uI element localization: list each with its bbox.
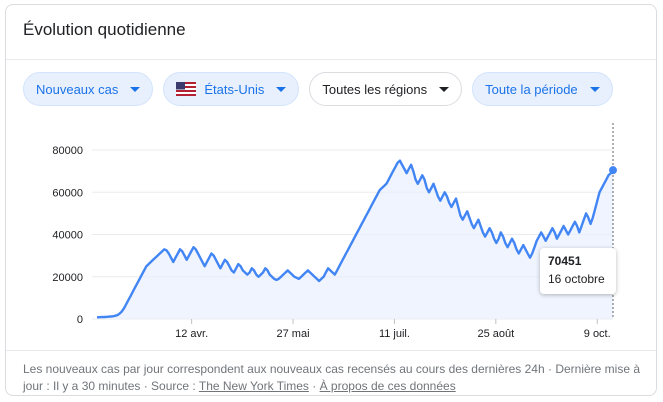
footer-separator: · <box>308 379 320 393</box>
highlight-point <box>609 166 617 175</box>
region-filter-label: Toutes les régions <box>322 81 428 97</box>
y-tick-label: 40000 <box>52 230 83 242</box>
cases-chart[interactable]: 0 20000 40000 60000 80000 12 avr. 27 mai 11 ju… <box>6 123 656 353</box>
title-divider <box>6 59 656 60</box>
metric-filter-label: Nouveaux cas <box>36 81 119 97</box>
period-filter-label: Toute la période <box>485 81 578 97</box>
about-data-link[interactable]: À propos de ces données <box>319 379 456 393</box>
us-flag-icon <box>176 82 197 96</box>
tooltip-value: 70451 <box>548 254 582 268</box>
caret-down-icon <box>276 86 287 92</box>
cases-area-fill <box>97 160 613 319</box>
x-tick-label: 12 avr. <box>175 328 208 340</box>
y-tick-label: 80000 <box>52 145 83 157</box>
caret-down-icon <box>589 86 600 92</box>
y-tick-label: 60000 <box>52 187 83 199</box>
card-title: Évolution quotidienne <box>23 20 186 39</box>
country-filter-label: États-Unis <box>204 81 265 97</box>
footer-note: Les nouveaux cas par jour correspondent … <box>23 361 643 395</box>
x-tick-label: 9 oct. <box>584 328 611 340</box>
footer-divider <box>6 350 656 351</box>
metric-filter-chip[interactable]: Nouveaux cas <box>23 72 154 106</box>
caret-down-icon <box>439 86 450 92</box>
caret-down-icon <box>130 86 141 92</box>
period-filter-chip[interactable]: Toute la période <box>472 72 613 106</box>
country-filter-chip[interactable]: États-Unis <box>163 72 300 106</box>
x-tick-label: 27 mai <box>277 328 310 340</box>
y-tick-label: 0 <box>77 314 83 326</box>
x-tick-label: 11 juil. <box>379 328 410 340</box>
y-tick-label: 20000 <box>52 272 83 284</box>
cases-line <box>96 159 614 319</box>
tooltip-date: 16 octobre <box>548 272 605 286</box>
footer-separator: · Source : <box>140 379 199 393</box>
daily-evolution-card: Évolution quotidienne Nouveaux cas États… <box>5 4 657 396</box>
footer-text: Les nouveaux cas par jour correspondent … <box>23 362 641 393</box>
x-axis: 12 avr. 27 mai 11 juil. 25 août 9 oct. <box>175 319 611 340</box>
x-tick-label: 25 août <box>477 328 514 340</box>
source-link[interactable]: The New York Times <box>198 379 309 393</box>
filter-bar: Nouveaux cas États-Unis Toutes les régio… <box>23 72 613 106</box>
region-filter-chip[interactable]: Toutes les régions <box>309 72 463 106</box>
chart-tooltip: 70451 16 octobre <box>540 248 616 294</box>
